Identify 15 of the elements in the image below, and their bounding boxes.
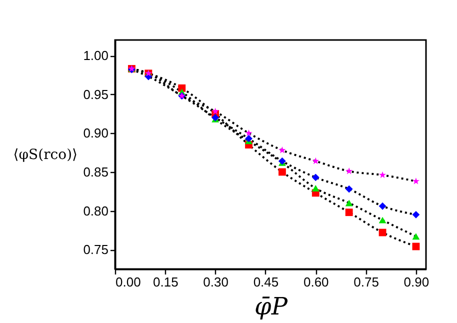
x-tick-label: 0.75 bbox=[354, 274, 379, 290]
y-tick-label: 1.00 bbox=[83, 48, 108, 64]
x-tick-label: 0.15 bbox=[153, 274, 178, 290]
x-axis-title: φ̄P bbox=[254, 292, 288, 320]
y-tick-label: 0.80 bbox=[83, 203, 108, 218]
x-tick-label: 0.30 bbox=[203, 274, 228, 290]
y-axis-title: ⟨φS(rco)⟩ bbox=[13, 147, 78, 163]
x-tick-label: 0.00 bbox=[116, 274, 141, 290]
y-tick-label: 0.95 bbox=[83, 86, 108, 102]
x-tick-label: 0.45 bbox=[253, 274, 279, 290]
y-tick-label: 0.85 bbox=[83, 164, 108, 180]
x-tick-label: 0.90 bbox=[404, 274, 430, 290]
x-tick-label: 0.60 bbox=[303, 274, 329, 290]
y-tick-label: 0.90 bbox=[83, 126, 108, 141]
y-tick-label: 0.75 bbox=[83, 242, 108, 258]
